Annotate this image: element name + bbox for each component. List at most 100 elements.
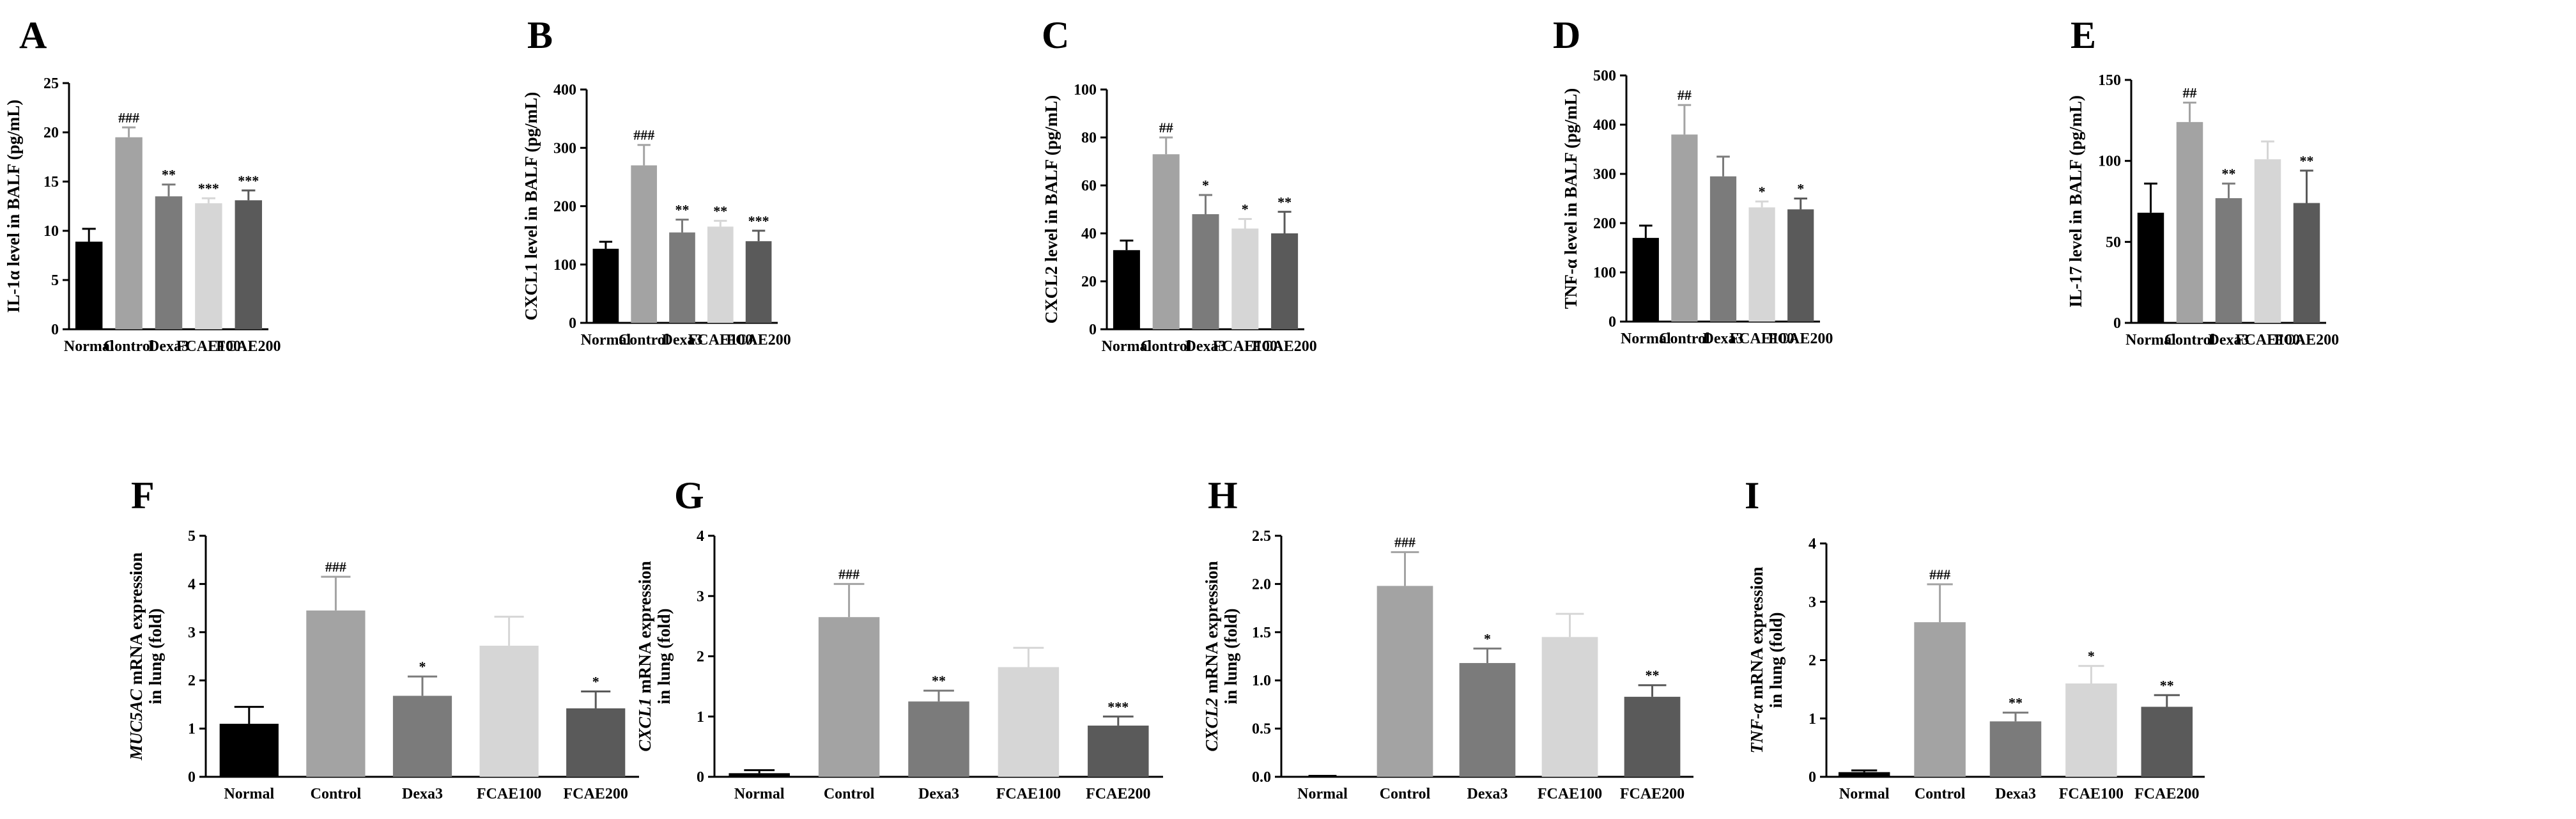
sig-marker-e-control: ## <box>2183 84 2197 100</box>
y-axis-label-line2-h: in lung (fold) <box>1221 608 1240 704</box>
x-tick-label-a-dexa3: Dexa3 <box>148 338 189 355</box>
bar-a-fcae100 <box>195 203 222 329</box>
sig-marker-g-fcae200: *** <box>1107 699 1129 715</box>
sig-marker-c-fcae100: * <box>1242 201 1249 217</box>
sig-marker-h-fcae200: ** <box>1646 667 1660 683</box>
bar-e-normal <box>2137 212 2164 323</box>
sig-marker-d-control: ## <box>1677 87 1692 103</box>
y-axis-label-part: CXCL2 <box>1202 698 1221 751</box>
panel-letter-i: I <box>1745 474 1759 517</box>
y-axis-label-line2-g: in lung (fold) <box>654 608 674 704</box>
x-tick-label-a-fcae100: FCAE100 <box>176 338 241 355</box>
x-tick-label-d-dexa3: Dexa3 <box>1703 331 1744 347</box>
y-axis-label-f: MUC5AC mRNA expression <box>127 552 146 761</box>
sig-marker-h-control: ### <box>1394 534 1415 550</box>
sig-marker-b-control: ### <box>633 127 654 143</box>
bar-g-normal <box>729 773 790 777</box>
panel-g: G 0 1 2 3 4 CXCL1 mRNA expression in lung (fold… <box>635 474 1163 802</box>
panel-h: H 0.0 0.5 1.0 1.5 2.0 2.5 CXCL2 mRNA expression… <box>1202 474 1693 802</box>
y-tick-label-c: 40 <box>1081 226 1097 242</box>
y-tick-label-b: 300 <box>553 140 576 157</box>
x-tick-label-e-normal: Normal <box>2125 332 2176 348</box>
y-tick-label-d: 200 <box>1593 215 1616 232</box>
y-axis-label-i: TNF-α mRNA expression <box>1747 567 1766 754</box>
bar-g-control <box>818 617 880 777</box>
x-tick-label-i-fcae100: FCAE100 <box>2059 786 2124 802</box>
bar-c-fcae200 <box>1271 233 1299 329</box>
panel-letter-a: A <box>19 14 47 56</box>
x-tick-label-e-fcae100: FCAE100 <box>2235 332 2300 348</box>
y-tick-label-i: 1 <box>1809 711 1816 728</box>
y-axis-label-part: mRNA expression <box>635 561 654 698</box>
y-tick-label-c: 100 <box>1074 82 1097 98</box>
panel-c: C 0 20 40 60 80 100 CXCL2 level in BALF (pg/mL)… <box>1042 14 1317 355</box>
sig-marker-i-control: ### <box>1929 566 1950 582</box>
x-tick-label-a-control: Control <box>104 338 155 355</box>
x-tick-label-c-fcae200: FCAE200 <box>1252 338 1316 355</box>
bar-a-normal <box>75 241 103 329</box>
x-tick-label-e-fcae200: FCAE200 <box>2274 332 2339 348</box>
y-tick-label-c: 60 <box>1081 178 1097 194</box>
bar-i-normal <box>1838 772 1890 777</box>
y-tick-label-h: 1.5 <box>1252 625 1271 641</box>
y-tick-label-b: 400 <box>553 82 576 98</box>
bar-b-fcae100 <box>707 226 734 323</box>
bar-f-normal <box>219 724 279 777</box>
bar-c-control <box>1152 154 1180 329</box>
x-tick-label-i-normal: Normal <box>1839 786 1890 802</box>
bar-h-fcae200 <box>1624 696 1681 777</box>
bar-d-control <box>1671 134 1698 322</box>
y-tick-label-e: 50 <box>2106 234 2121 251</box>
panel-b: B 0 100 200 300 400 CXCL1 level in BALF (pg/mL… <box>521 14 791 348</box>
sig-marker-c-control: ## <box>1159 120 1173 136</box>
x-tick-label-h-dexa3: Dexa3 <box>1467 786 1508 802</box>
y-tick-label-f: 0 <box>188 769 196 786</box>
sig-marker-f-fcae200: * <box>592 674 599 690</box>
y-tick-label-a: 25 <box>43 75 59 92</box>
x-tick-label-a-fcae200: FCAE200 <box>216 338 281 355</box>
sig-marker-g-dexa3: ** <box>932 673 946 689</box>
x-tick-label-c-normal: Normal <box>1102 338 1152 355</box>
x-tick-label-b-fcae200: FCAE200 <box>726 332 791 348</box>
y-axis-label-part: level in BALF (pg/mL) <box>4 100 23 271</box>
x-tick-label-a-normal: Normal <box>64 338 114 355</box>
bar-a-fcae200 <box>235 200 263 329</box>
y-tick-label-a: 20 <box>43 125 59 141</box>
y-axis-label-part: IL-17 level in BALF (pg/mL) <box>2066 95 2085 308</box>
bar-f-fcae200 <box>566 708 626 777</box>
bar-e-fcae100 <box>2254 159 2281 323</box>
sig-marker-d-fcae200: * <box>1797 181 1804 197</box>
x-tick-label-c-control: Control <box>1141 338 1192 355</box>
y-tick-label-c: 80 <box>1081 130 1097 146</box>
sig-marker-f-control: ### <box>325 559 346 575</box>
y-axis-label-part: IL-1 <box>4 280 23 313</box>
bar-f-dexa3 <box>392 696 452 777</box>
bar-d-normal <box>1632 238 1659 322</box>
y-tick-label-c: 20 <box>1081 274 1097 290</box>
x-tick-label-f-control: Control <box>311 786 362 802</box>
panel-d: D 0 100 200 300 400 500 TNF-α level in BALF (pg… <box>1553 14 1833 347</box>
bar-i-control <box>1914 622 1966 777</box>
y-axis-label-line2-i: in lung (fold) <box>1766 612 1785 708</box>
bar-c-fcae100 <box>1231 228 1259 329</box>
y-tick-label-b: 100 <box>553 257 576 274</box>
y-axis-label-part: CXCL2 level in BALF (pg/mL) <box>1042 95 1061 324</box>
y-tick-label-a: 15 <box>43 174 59 191</box>
bar-d-dexa3 <box>1709 176 1737 322</box>
x-tick-label-i-dexa3: Dexa3 <box>1995 786 2036 802</box>
y-tick-label-g: 3 <box>697 588 704 605</box>
bar-c-dexa3 <box>1192 214 1219 329</box>
bar-h-control <box>1377 586 1433 777</box>
y-axis-label-part: CXCL1 level in BALF (pg/mL) <box>521 92 541 321</box>
sig-marker-a-dexa3: ** <box>162 167 176 183</box>
x-tick-label-g-dexa3: Dexa3 <box>918 786 959 802</box>
x-tick-label-d-control: Control <box>1659 331 1710 347</box>
y-axis-label-part: mRNA expression <box>1202 561 1221 698</box>
x-tick-label-b-normal: Normal <box>581 332 631 348</box>
sig-marker-a-fcae100: *** <box>198 180 219 196</box>
bar-g-fcae100 <box>998 667 1060 777</box>
x-tick-label-i-fcae200: FCAE200 <box>2134 786 2199 802</box>
y-tick-label-h: 0.5 <box>1252 721 1271 738</box>
x-tick-label-d-normal: Normal <box>1621 331 1671 347</box>
